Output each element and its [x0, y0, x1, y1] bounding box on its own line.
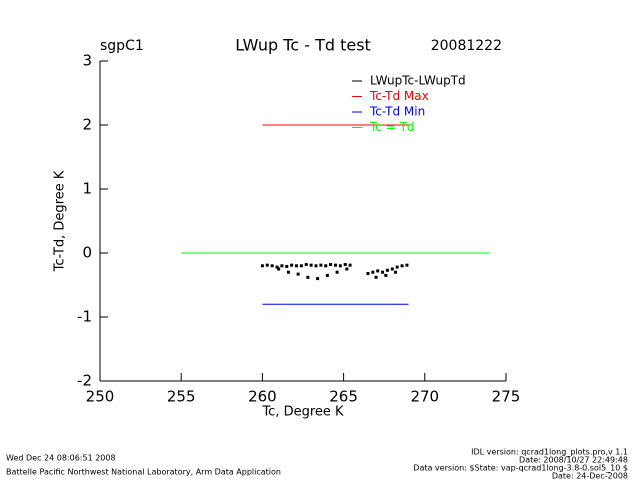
data-point	[338, 264, 342, 268]
data-point	[324, 264, 328, 268]
data-point	[343, 263, 347, 267]
date-label: 20081222	[431, 38, 502, 54]
x-axis-label: Tc, Degree K	[261, 405, 344, 420]
y-tick-label: 0	[82, 244, 92, 262]
data-point	[314, 264, 318, 268]
data-point	[394, 270, 398, 274]
data-point	[333, 263, 337, 267]
data-point	[286, 270, 290, 274]
footer-text: Wed Dec 24 08:06:51 2008	[6, 454, 116, 463]
data-point	[366, 271, 370, 275]
data-point	[405, 263, 409, 267]
legend-label: Tc-Td Min	[369, 105, 425, 119]
station-label: sgpC1	[100, 38, 144, 54]
chart-title: LWup Tc - Td test	[235, 36, 371, 55]
data-point	[296, 272, 300, 276]
x-tick-label: 265	[329, 388, 358, 406]
data-point	[295, 264, 299, 268]
x-tick-label: 270	[410, 388, 439, 406]
legend-label: Tc = Td	[369, 120, 415, 134]
data-point	[285, 264, 289, 268]
legend-label: Tc-Td Max	[369, 89, 429, 103]
y-tick-label: -1	[77, 308, 92, 326]
data-point	[335, 270, 339, 274]
data-point	[395, 265, 399, 269]
data-point	[371, 270, 375, 274]
data-point	[381, 270, 385, 274]
y-tick-label: -2	[77, 372, 92, 390]
data-point	[270, 264, 274, 268]
data-point	[329, 263, 333, 267]
data-point	[280, 264, 284, 268]
footer-text: Data version: $State: vap-qcrad1long-3.8…	[413, 464, 628, 473]
data-point	[376, 269, 380, 273]
data-point	[316, 277, 320, 281]
data-point	[299, 264, 303, 268]
data-point	[306, 275, 310, 279]
data-point	[309, 263, 313, 267]
data-point	[374, 275, 378, 279]
footer-text: Date: 24-Dec-2008	[552, 472, 628, 480]
data-point	[260, 264, 264, 268]
y-tick-label: 2	[82, 116, 92, 134]
x-tick-label: 250	[86, 388, 115, 406]
data-point	[304, 263, 308, 267]
x-tick-label: 255	[167, 388, 196, 406]
x-tick-label: 275	[492, 388, 521, 406]
footer-text: IDL version: qcrad1long_plots.pro,v 1.1	[471, 448, 628, 457]
data-point	[400, 264, 404, 268]
data-point	[390, 267, 394, 271]
y-tick-label: 3	[82, 52, 92, 70]
data-point	[275, 265, 279, 269]
footer-text: Date: 2008/10/27 22:49:48	[519, 456, 628, 465]
legend-label: LWupTc-LWupTd	[370, 74, 466, 88]
y-axis-label: Tc-Td, Degree K	[53, 170, 68, 272]
data-point	[385, 268, 389, 272]
data-point	[345, 267, 349, 271]
data-point	[384, 273, 388, 277]
footer-text: Battelle Pacific Northwest National Labo…	[6, 468, 281, 477]
data-point	[265, 263, 269, 267]
data-point	[277, 267, 281, 271]
data-point	[348, 263, 352, 267]
data-point	[325, 273, 329, 277]
y-tick-label: 1	[82, 180, 92, 198]
data-point	[319, 263, 323, 267]
data-point	[290, 263, 294, 267]
x-tick-label: 260	[248, 388, 277, 406]
